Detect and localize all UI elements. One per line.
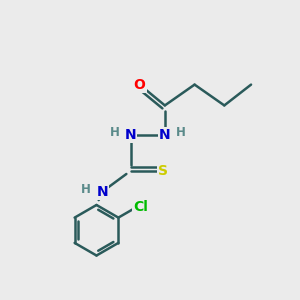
Text: H: H	[176, 126, 186, 139]
Text: N: N	[97, 184, 108, 199]
Text: N: N	[125, 128, 136, 142]
Text: N: N	[159, 128, 171, 142]
Text: H: H	[81, 183, 91, 196]
Text: O: O	[134, 78, 146, 92]
Text: S: S	[158, 164, 168, 178]
Text: Cl: Cl	[134, 200, 148, 214]
Text: H: H	[110, 126, 119, 139]
